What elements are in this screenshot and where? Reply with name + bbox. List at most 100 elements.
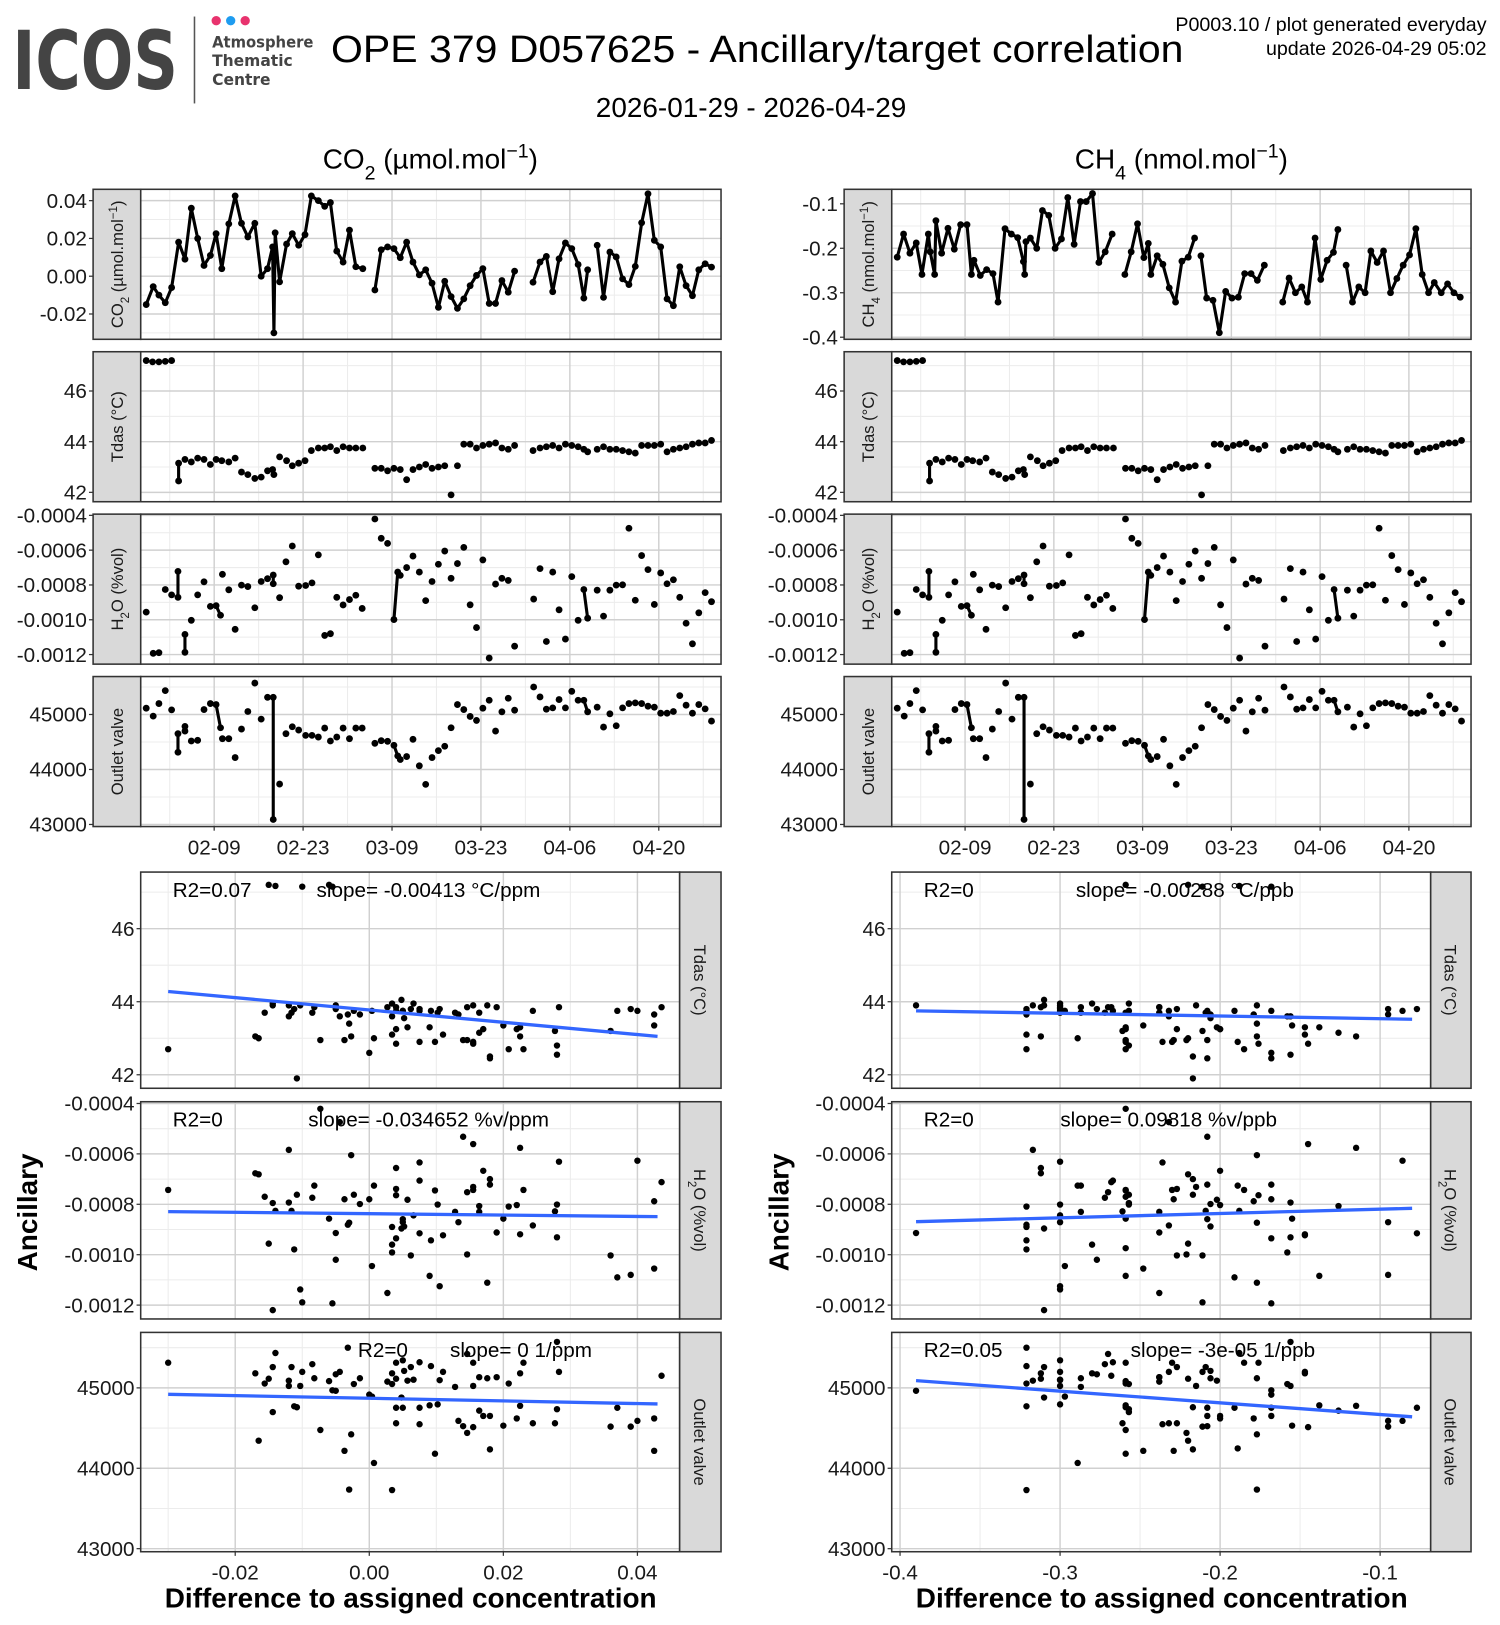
scatter-point <box>1189 1175 1197 1183</box>
h2o-data-point <box>542 638 550 645</box>
logo-dot-icon <box>226 16 236 26</box>
h2o-data-point <box>1198 574 1205 582</box>
scatter-point <box>455 1417 462 1425</box>
tdas-data-point <box>708 436 715 444</box>
scatter-point <box>1301 1031 1309 1038</box>
ch4-strip <box>843 188 893 341</box>
h2o-data-point <box>982 625 990 633</box>
ch4-data-point <box>1437 289 1445 297</box>
scatter-point <box>388 1380 396 1388</box>
outlet-series-segment <box>214 704 223 729</box>
h2o-data-point <box>1236 654 1244 662</box>
date-tick-label: 02-09 <box>939 836 992 859</box>
outlet-data-point <box>269 693 277 701</box>
co2-data-point <box>359 265 367 273</box>
scatter-point <box>350 1380 358 1388</box>
scatter-point <box>1040 1363 1048 1371</box>
tdas-data-point <box>657 440 665 448</box>
r2-annotation: R2=0 <box>924 1109 974 1132</box>
outlet-data-point <box>1210 706 1218 713</box>
tdas-data-point <box>701 439 709 447</box>
tdas-data-point <box>295 459 303 467</box>
scatter-point <box>1268 1049 1275 1057</box>
co2-data-point <box>161 299 169 307</box>
co2-data-point <box>288 230 296 238</box>
ch4-data-point <box>1021 271 1029 278</box>
scatter-point <box>493 1373 500 1381</box>
tdas-data-point <box>957 461 965 468</box>
h2o-data-point <box>1324 616 1332 624</box>
scatter-point <box>476 1407 483 1414</box>
scatter-point <box>1023 1237 1030 1244</box>
scatter-point <box>1199 1027 1206 1035</box>
tdas-data-point <box>415 463 423 471</box>
h2o-data-point <box>1401 601 1408 608</box>
scatter-point <box>164 1045 172 1053</box>
x-tick-label: 0.00 <box>349 1562 389 1585</box>
scatter-point <box>553 1201 561 1208</box>
outlet-data-point <box>333 733 341 741</box>
h2o-data-point <box>1084 593 1091 601</box>
h2o-data-point <box>231 625 239 633</box>
h2o-data-point <box>1312 635 1320 643</box>
outlet-data-point <box>308 731 316 739</box>
r2-annotation: R2=0.05 <box>924 1339 1003 1362</box>
tdas-data-point <box>314 444 322 452</box>
scatter-point <box>1253 1002 1261 1009</box>
scatter-point <box>1109 1359 1117 1366</box>
y-tick-label: 42 <box>815 482 838 505</box>
ch4-data-point <box>1153 252 1161 260</box>
outlet-data-point <box>708 717 715 725</box>
y-tick-label: -0.0012 <box>815 1294 885 1317</box>
scatter-point <box>1352 1033 1360 1040</box>
scatter-point <box>436 1376 443 1384</box>
tdas-data-point <box>244 471 252 479</box>
h2o-strip-label-part: 2 <box>685 1181 697 1187</box>
h2o-data-point <box>352 591 360 599</box>
outlet-data-point <box>352 724 360 732</box>
tdas-data-point <box>542 443 550 451</box>
scatter-point <box>347 1033 355 1040</box>
tdas-data-point <box>339 443 347 451</box>
scatter-point <box>1061 1393 1069 1400</box>
date-tick-label: 04-06 <box>1294 836 1347 859</box>
scatter-point <box>426 1024 433 1031</box>
scatter-point <box>407 1252 415 1259</box>
co2-column-title-part: 2 <box>365 163 376 185</box>
scatter-point <box>317 1036 324 1044</box>
ch4-data-point <box>1077 198 1084 205</box>
scatter-point <box>252 1370 259 1377</box>
scatter-point <box>1173 1252 1181 1259</box>
y-tick-label: 42 <box>64 482 87 505</box>
tdas-data-point <box>976 458 984 466</box>
y-tick-label: -0.0010 <box>64 1244 134 1267</box>
ch4-data-point <box>1178 257 1186 265</box>
scatter-point <box>269 1306 276 1314</box>
scatter-point <box>388 1223 396 1231</box>
regression-line <box>168 989 658 1039</box>
ch4-data-point <box>1330 248 1337 256</box>
outlet-data-point <box>968 724 975 732</box>
plot-area: CO2 (µmol.mol−1)CO2 (µmol.mol−1)-0.020.0… <box>12 141 1472 1614</box>
ch4-timeseries-panel: CH4 (nmol.mol−1) -0.4 -0.3 -0.2 -0.1 <box>802 188 1472 349</box>
h2o-data-point <box>925 567 933 575</box>
co2-data-point <box>485 300 493 307</box>
scatter-point <box>345 1020 353 1027</box>
tdas-data-point <box>307 447 315 454</box>
tdas-data-point <box>1166 463 1174 471</box>
outlet-strip <box>1429 1331 1472 1553</box>
h2o-data-point <box>638 552 646 559</box>
scatter-point <box>1077 1383 1085 1391</box>
scatter-point <box>1023 1005 1030 1013</box>
tdas-data-point <box>276 453 284 461</box>
scatter-point <box>520 1359 527 1366</box>
outlet-data-point <box>422 780 430 788</box>
outlet-strip <box>92 675 142 828</box>
scatter-point <box>1199 1252 1206 1259</box>
co2-data-point <box>371 286 379 294</box>
tdas-data-point <box>549 442 557 449</box>
h2o-strip-label-part: O (%vol) <box>690 1187 709 1251</box>
outlet-data-point <box>919 706 927 714</box>
h2o-data-point <box>1458 598 1465 606</box>
scatter-point <box>1234 1038 1241 1046</box>
